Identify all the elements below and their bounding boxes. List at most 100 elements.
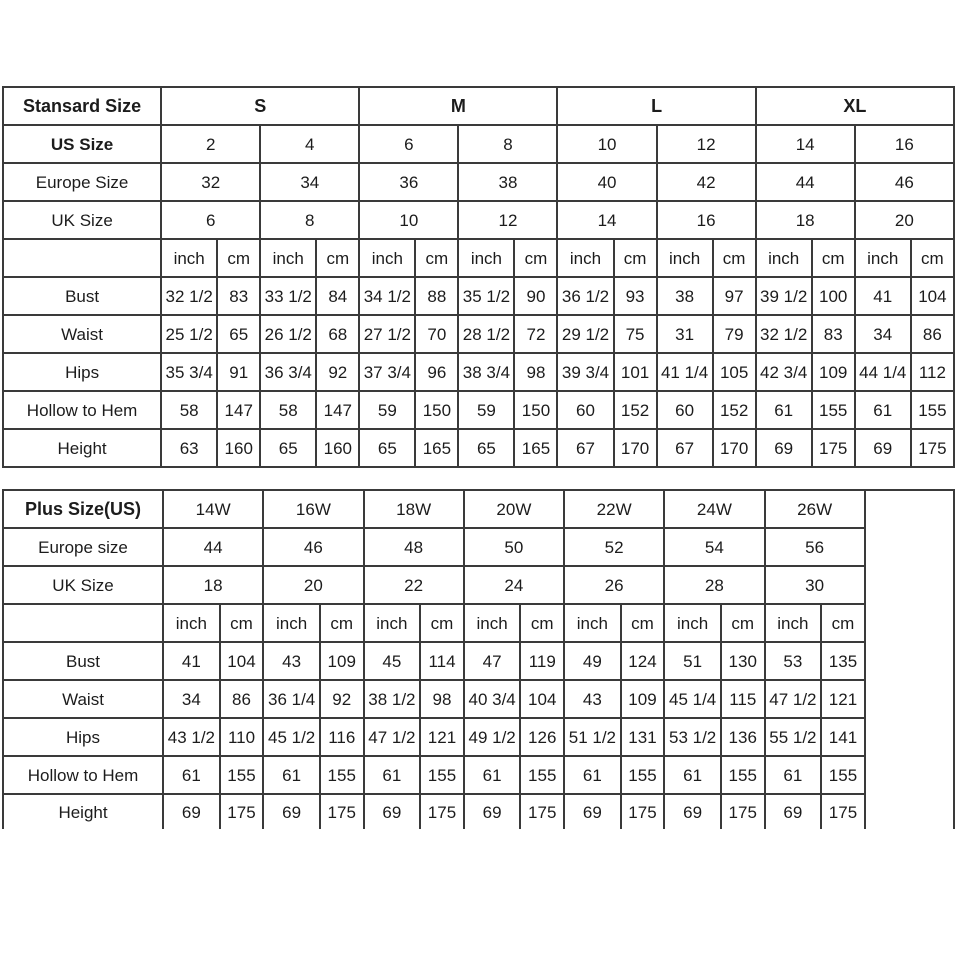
- measurement-value: 93: [612, 276, 658, 316]
- measurement-value: 170: [612, 428, 658, 468]
- measurement-value: 58: [160, 390, 219, 430]
- measurement-value: 39 3/4: [556, 352, 615, 392]
- measurement-value: 55 1/2: [763, 717, 823, 757]
- size-group-header: M: [358, 86, 559, 126]
- size-value: 12: [655, 124, 757, 164]
- measurement-value: 69: [462, 793, 522, 829]
- size-group-header: XL: [754, 86, 956, 126]
- unit-header: cm: [315, 238, 361, 278]
- row-label: UK Size: [1, 200, 163, 240]
- measurement-value: 70: [414, 314, 460, 354]
- unit-header: inch: [259, 238, 318, 278]
- row-label: Bust: [1, 641, 165, 681]
- measurement-value: 41: [162, 641, 221, 681]
- size-value: 18: [754, 200, 856, 240]
- measurement-value: 175: [519, 793, 566, 829]
- measurement-value: 104: [909, 276, 956, 316]
- size-value: 38: [457, 162, 559, 202]
- size-value: 2: [160, 124, 262, 164]
- measurement-value: 104: [519, 679, 566, 719]
- measurement-value: 135: [820, 641, 866, 681]
- plus-size-table: Plus Size(US) 14W 16W 18W 20W 22W 24W 26W Europe…: [1, 489, 956, 829]
- size-row: US Size 2 4 6 8 10 12 14 16: [1, 124, 956, 164]
- row-label: Europe Size: [1, 162, 163, 202]
- measurement-value: 61: [853, 390, 912, 430]
- measurement-value: 91: [216, 352, 262, 392]
- measurement-value: 37 3/4: [358, 352, 417, 392]
- measurement-value: 92: [318, 679, 365, 719]
- measurement-value: 155: [820, 755, 866, 795]
- measurement-value: 69: [853, 428, 912, 468]
- measurement-row: Hips 35 3/4 91 36 3/4 92 37 3/4 96 38 3/4 98 39 3…: [1, 352, 956, 392]
- measurement-value: 114: [419, 641, 465, 681]
- measurement-value: 65: [259, 428, 318, 468]
- size-value: 16: [853, 124, 956, 164]
- measurement-value: 38 1/2: [362, 679, 422, 719]
- measurement-value: 39 1/2: [754, 276, 813, 316]
- measurement-value: 36 1/2: [556, 276, 615, 316]
- measurement-value: 152: [612, 390, 658, 430]
- size-group-header: 14W: [162, 489, 265, 529]
- measurement-value: 69: [754, 428, 813, 468]
- size-value: 34: [259, 162, 361, 202]
- measurement-value: 34: [853, 314, 912, 354]
- row-label: Hollow to Hem: [1, 390, 163, 430]
- unit-header: cm: [909, 238, 956, 278]
- unit-header: inch: [556, 238, 615, 278]
- measurement-value: 152: [711, 390, 757, 430]
- measurement-value: 121: [419, 717, 465, 757]
- measurement-value: 61: [462, 755, 522, 795]
- measurement-value: 44 1/4: [853, 352, 912, 392]
- corner-label: Plus Size(US): [1, 489, 165, 529]
- measurement-value: 43: [563, 679, 622, 719]
- size-value: 8: [259, 200, 361, 240]
- measurement-value: 61: [262, 755, 321, 795]
- measurement-value: 72: [513, 314, 559, 354]
- measurement-value: 47 1/2: [362, 717, 422, 757]
- size-value: 30: [763, 565, 866, 605]
- measurement-value: 69: [763, 793, 823, 829]
- measurement-value: 175: [909, 428, 956, 468]
- unit-header: inch: [457, 238, 516, 278]
- unit-header: inch: [754, 238, 813, 278]
- measurement-value: 59: [457, 390, 516, 430]
- measurement-value: 60: [655, 390, 714, 430]
- measurement-value: 175: [419, 793, 465, 829]
- measurement-value: 175: [218, 793, 265, 829]
- row-label: Height: [1, 428, 163, 468]
- measurement-value: 35 1/2: [457, 276, 516, 316]
- measurement-value: 83: [216, 276, 262, 316]
- measurement-row: Bust 32 1/2 83 33 1/2 84 34 1/2 88 35 1/2 90 36 1…: [1, 276, 956, 316]
- measurement-value: 26 1/2: [259, 314, 318, 354]
- measurement-value: 92: [315, 352, 361, 392]
- measurement-value: 60: [556, 390, 615, 430]
- size-group-header-row: Stansard Size S M L XL: [1, 86, 956, 126]
- measurement-value: 155: [719, 755, 766, 795]
- measurement-value: 43 1/2: [162, 717, 221, 757]
- size-group-header: 18W: [362, 489, 465, 529]
- measurement-value: 98: [513, 352, 559, 392]
- measurement-value: 33 1/2: [259, 276, 318, 316]
- unit-header: cm: [414, 238, 460, 278]
- size-value: 42: [655, 162, 757, 202]
- measurement-value: 40 3/4: [462, 679, 522, 719]
- measurement-value: 109: [810, 352, 856, 392]
- measurement-value: 29 1/2: [556, 314, 615, 354]
- size-value: 16: [655, 200, 757, 240]
- measurement-value: 34: [162, 679, 221, 719]
- measurement-value: 86: [218, 679, 265, 719]
- measurement-value: 61: [663, 755, 722, 795]
- measurement-value: 65: [216, 314, 262, 354]
- unit-header: cm: [810, 238, 856, 278]
- row-label: Bust: [1, 276, 163, 316]
- size-value: 10: [556, 124, 658, 164]
- measurement-row: Hollow to Hem 61 155 61 155 61 155 61 155 61 155 61…: [1, 755, 954, 795]
- size-value: 20: [262, 565, 365, 605]
- row-label: Waist: [1, 679, 165, 719]
- size-chart-sheet: Stansard Size S M L XL US Size 2 4 6 8 10 12 14 16 Eur…: [1, 86, 956, 829]
- measurement-value: 31: [655, 314, 714, 354]
- size-value: 4: [259, 124, 361, 164]
- measurement-value: 61: [162, 755, 221, 795]
- size-value: 44: [754, 162, 856, 202]
- size-group-header: 24W: [663, 489, 766, 529]
